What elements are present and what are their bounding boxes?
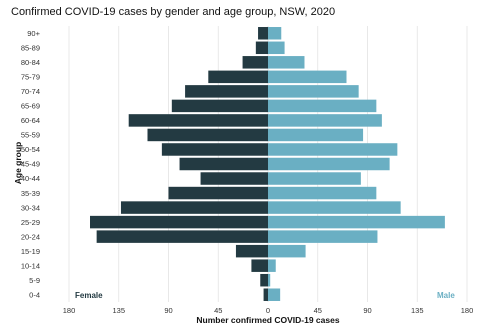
male-bar-10-14 [268, 259, 276, 272]
female-bar-50-54 [161, 143, 268, 156]
male-bar-65-69 [268, 99, 377, 113]
female-bar-35-39 [168, 186, 268, 200]
female-bar-5-9 [260, 273, 268, 287]
male-bar-70-74 [268, 85, 359, 98]
bars [90, 27, 445, 301]
y-axis-title: Age group [13, 142, 23, 185]
female-bar-40-44 [200, 172, 268, 185]
male-bar-5-9 [268, 273, 271, 287]
female-bar-80-84 [242, 56, 268, 69]
male-bar-20-24 [268, 230, 378, 243]
y-tick-label-5-9: 5-9 [29, 276, 40, 285]
x-tick-labels: 180 135 90 45 0 45 90 135 180 [63, 306, 474, 315]
x-tick-label-7: 135 [411, 306, 424, 315]
male-bar-60-64 [268, 114, 382, 127]
y-tick-label-75-79: 75-79 [21, 73, 40, 82]
y-tick-label-20-24: 20-24 [21, 232, 40, 241]
y-tick-label-40-44: 40-44 [21, 174, 40, 183]
x-tick-label-8: 180 [461, 306, 474, 315]
male-bar-25-29 [268, 215, 445, 229]
female-bar-25-29 [90, 215, 268, 229]
x-tick-label-4: 0 [266, 306, 270, 315]
y-tick-label-90+: 90+ [27, 29, 40, 38]
male-bar-40-44 [268, 172, 361, 185]
female-bar-20-24 [96, 230, 268, 243]
y-tick-label-25-29: 25-29 [21, 218, 40, 227]
y-tick-label-0-4: 0-4 [29, 290, 40, 299]
x-tick-label-3: 45 [214, 306, 222, 315]
female-bar-15-19 [235, 244, 268, 258]
female-bar-30-34 [120, 201, 268, 214]
female-bar-45-49 [179, 157, 268, 171]
y-tick-label-15-19: 15-19 [21, 247, 40, 256]
x-tick-label-2: 90 [164, 306, 172, 315]
x-tick-label-6: 90 [363, 306, 371, 315]
y-tick-label-80-84: 80-84 [21, 58, 40, 67]
male-bar-55-59 [268, 128, 364, 142]
x-axis-title: Number confirmed COVID-19 cases [196, 315, 339, 324]
y-tick-label-55-59: 55-59 [21, 131, 40, 140]
chart-title: Confirmed COVID-19 cases by gender and a… [11, 6, 335, 18]
female-bar-70-74 [185, 85, 268, 98]
y-tick-label-30-34: 30-34 [21, 203, 40, 212]
y-tick-label-10-14: 10-14 [21, 261, 40, 270]
male-bar-0-4 [268, 288, 281, 301]
male-bar-15-19 [268, 244, 306, 258]
y-tick-label-60-64: 60-64 [21, 116, 40, 125]
female-bar-10-14 [251, 259, 268, 272]
male-bar-45-49 [268, 157, 390, 171]
female-bar-90+ [258, 27, 268, 40]
male-bar-80-84 [268, 56, 305, 69]
y-tick-labels: 0-4 5-9 10-14 15-19 20-24 25-29 30-34 35-39 40-4… [21, 29, 41, 299]
x-tick-label-5: 45 [314, 306, 322, 315]
male-bar-30-34 [268, 201, 401, 214]
y-tick-label-50-54: 50-54 [21, 145, 40, 154]
y-tick-label-45-49: 45-49 [21, 160, 40, 169]
female-series-label: Female [75, 291, 103, 300]
female-bar-55-59 [147, 128, 268, 142]
female-bar-85-89 [255, 41, 268, 55]
x-tick-label-0: 180 [63, 306, 76, 315]
y-tick-label-35-39: 35-39 [21, 189, 40, 198]
female-bar-0-4 [263, 288, 268, 301]
male-bar-35-39 [268, 186, 377, 200]
female-bar-75-79 [208, 70, 268, 84]
female-bar-60-64 [128, 114, 268, 127]
female-bar-65-69 [171, 99, 268, 113]
y-tick-label-85-89: 85-89 [21, 43, 40, 52]
y-tick-label-70-74: 70-74 [21, 87, 40, 96]
x-tick-label-1: 135 [112, 306, 125, 315]
male-bar-85-89 [268, 41, 285, 55]
y-tick-label-65-69: 65-69 [21, 102, 40, 111]
male-bar-75-79 [268, 70, 347, 84]
male-series-label: Male [437, 291, 455, 300]
male-bar-90+ [268, 27, 282, 40]
male-bar-50-54 [268, 143, 398, 156]
